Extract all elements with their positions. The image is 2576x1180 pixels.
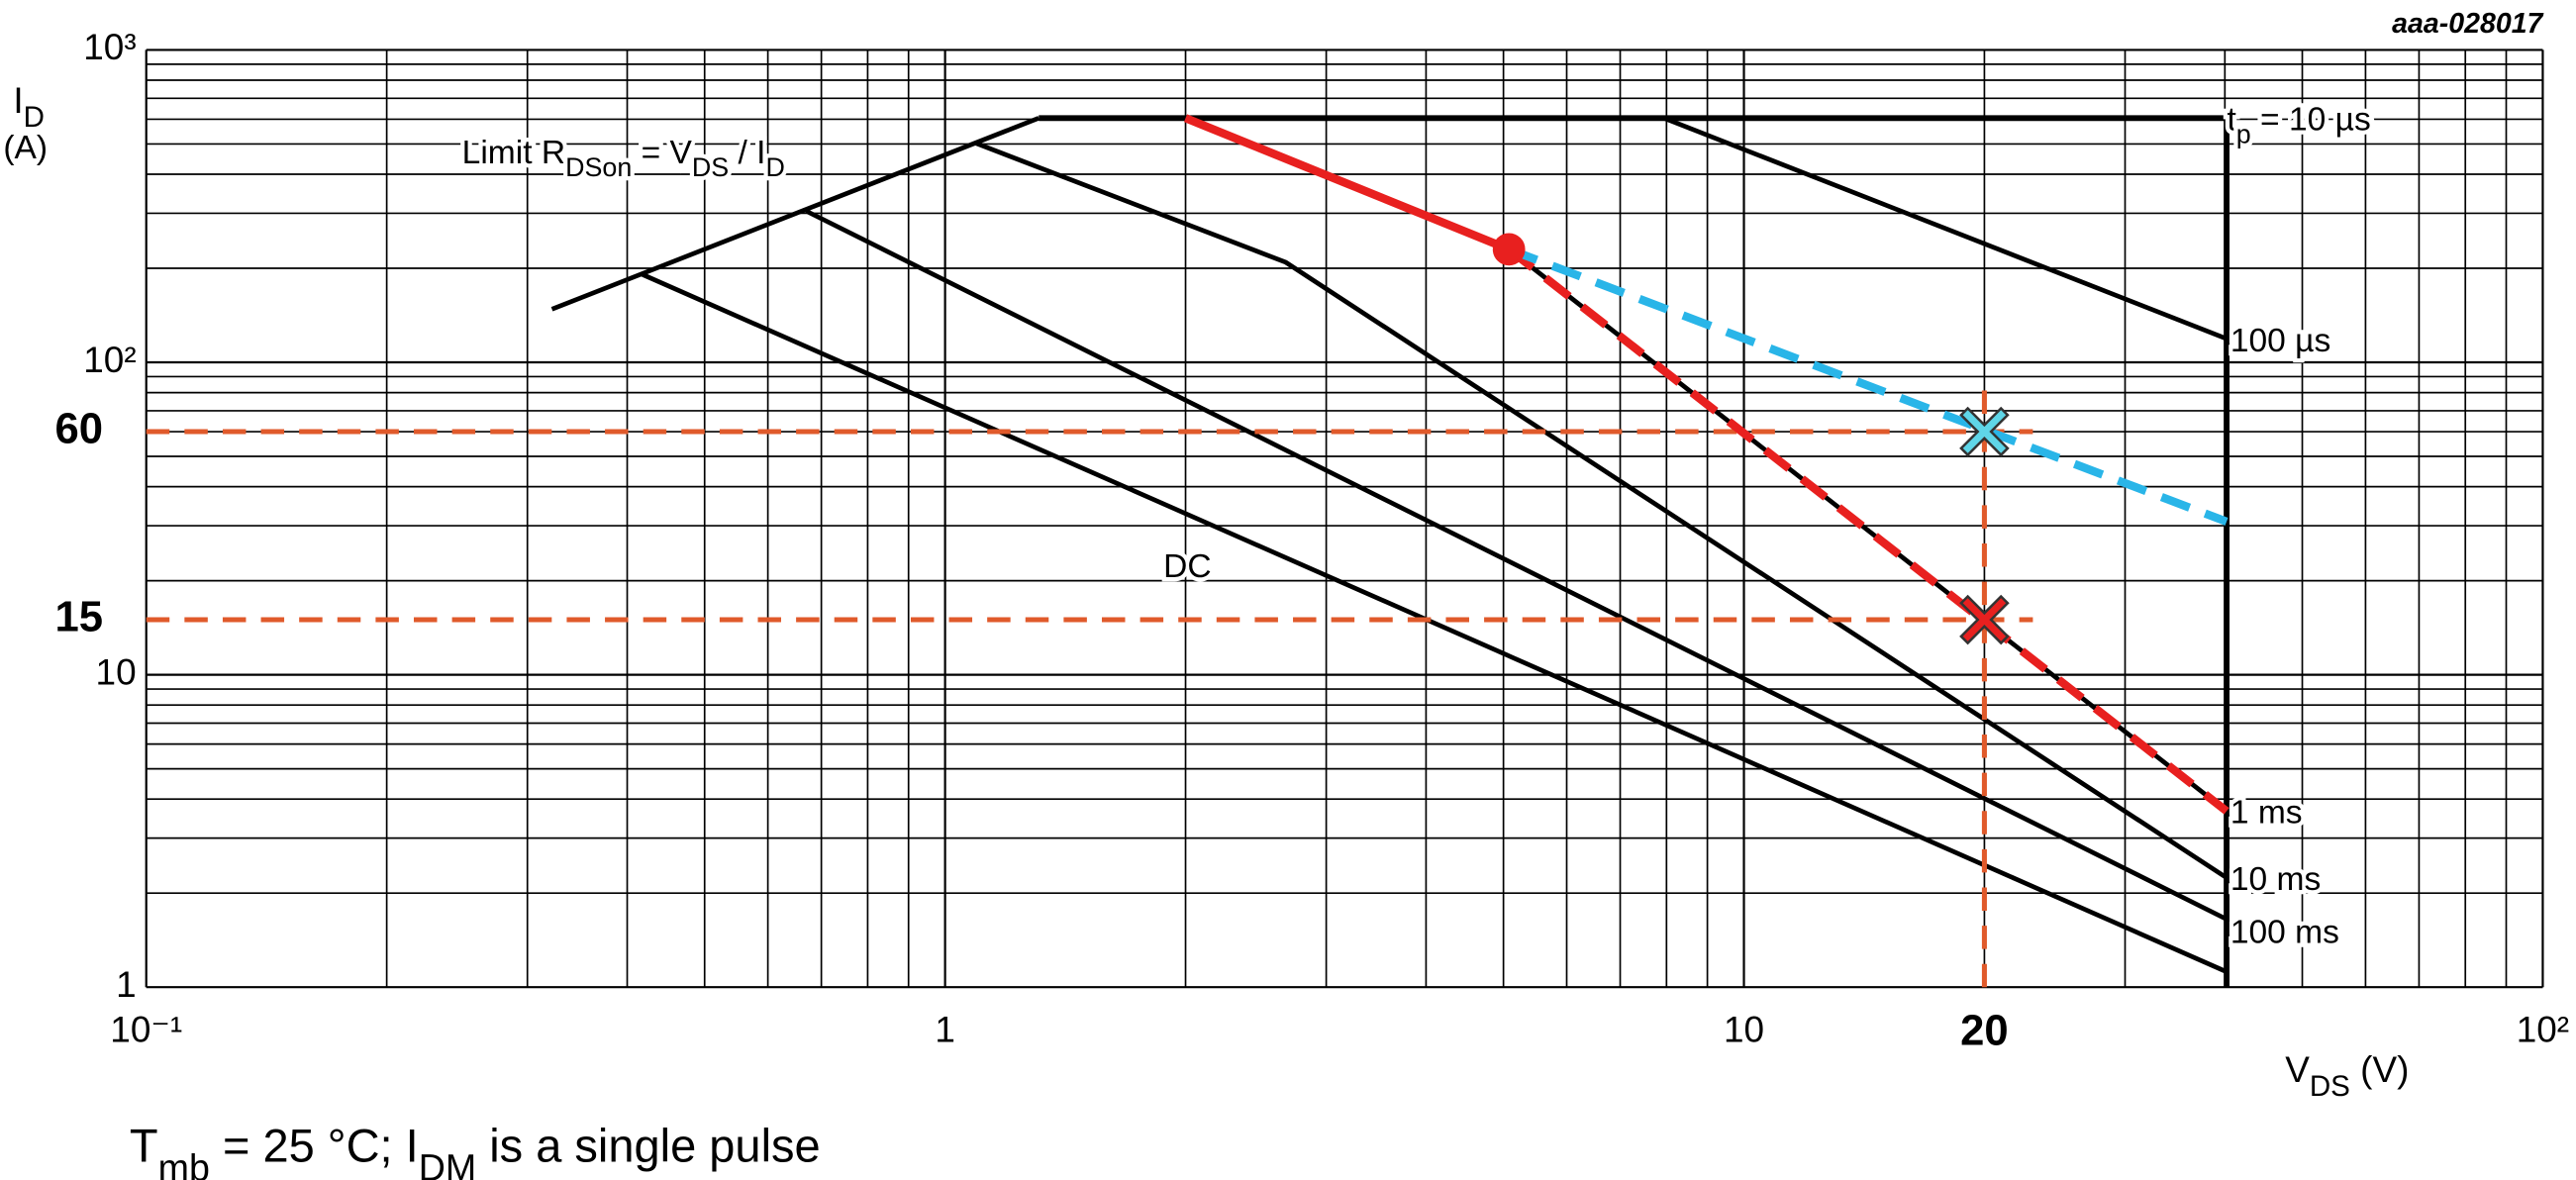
overlay-line: [1506, 246, 2229, 815]
footnote-part: is a single pulse: [476, 1120, 820, 1172]
series-line: [642, 272, 2229, 974]
series-label-part: / I: [729, 135, 765, 171]
series-line: [1039, 115, 2230, 988]
x-tick-label: 10²: [2517, 1009, 2569, 1049]
x-axis-label-part: (V): [2350, 1049, 2409, 1090]
x-axis-label-part: V: [2285, 1049, 2310, 1090]
series-line: [550, 116, 1040, 312]
y-axis-label-part: D: [24, 101, 45, 134]
series-label: 10 ms: [2230, 861, 2321, 898]
footnote-part: DM: [419, 1147, 476, 1180]
series-line: [805, 209, 2229, 922]
y-tick-label: 10: [96, 651, 137, 692]
series-label-part: 100 µs: [2230, 323, 2330, 359]
series-label-part: Limit R: [462, 135, 565, 171]
series-label-part: D: [766, 152, 785, 182]
y-tick-label: 10²: [83, 340, 136, 380]
series-label-part: 10 ms: [2230, 861, 2321, 898]
x-axis-label-part: DS: [2310, 1070, 2350, 1103]
series-line: [973, 141, 2229, 880]
series-label-part: DS: [692, 152, 729, 182]
y-tick-label: 10³: [83, 27, 136, 67]
footnote: Tmb = 25 °C; IDM is a single pulse: [130, 1120, 821, 1180]
x-tick-label: 1: [935, 1009, 955, 1049]
overlay-line: [1183, 114, 1511, 253]
y-axis-label: ID: [13, 80, 45, 135]
series-label-part: = 10 µs: [2251, 101, 2371, 138]
y-tick-label: 1: [116, 964, 137, 1005]
series-label: 100 ms: [2230, 914, 2339, 950]
marker: [1959, 406, 2010, 457]
series-label-part: 100 ms: [2230, 914, 2339, 950]
y-axis-unit: (A): [3, 130, 48, 166]
series-label-part: 1 ms: [2230, 795, 2303, 832]
series-label: DC: [1163, 548, 1211, 585]
series-line: [1662, 116, 2228, 342]
x-tick-label: 10⁻¹: [110, 1009, 182, 1049]
series-label: tp = 10 µs: [2227, 101, 2370, 148]
series-label-part: DSon: [565, 152, 632, 182]
footnote-part: T: [130, 1120, 158, 1172]
series-label-part: p: [2236, 120, 2251, 149]
x-axis-label: VDS (V): [2285, 1049, 2409, 1104]
series-label-part: DC: [1163, 548, 1211, 585]
series-label: 100 µs: [2230, 323, 2330, 359]
y-axis-label-part: I: [13, 80, 23, 121]
series-label: 1 ms: [2230, 795, 2303, 832]
marker: [1959, 594, 2010, 645]
footnote-part: = 25 °C; I: [210, 1120, 419, 1172]
series-label: Limit RDSon = VDS / ID: [462, 135, 785, 182]
reference-label: 15: [55, 593, 104, 641]
overlay-line: [1507, 245, 2229, 526]
x-tick-label: 10: [1724, 1009, 1764, 1049]
series-label-part: = V: [632, 135, 692, 171]
reference-label: 60: [55, 405, 104, 453]
reference-label: 20: [1960, 1007, 2009, 1055]
marker: [1492, 233, 1526, 266]
doc-code: aaa-028017: [2392, 8, 2543, 40]
footnote-part: mb: [158, 1147, 210, 1180]
